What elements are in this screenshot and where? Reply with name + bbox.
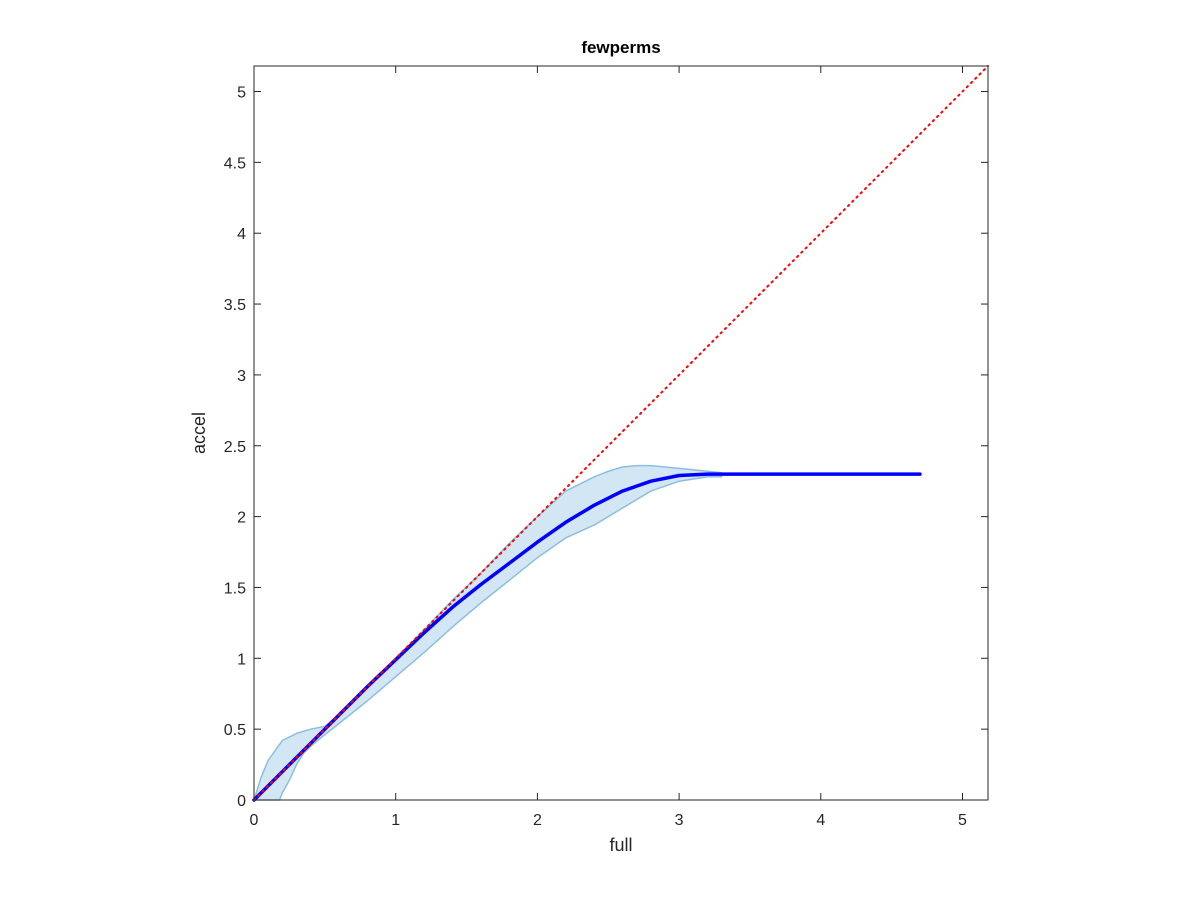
y-tick-label: 0.5 — [224, 722, 246, 739]
chart-title: fewperms — [581, 38, 660, 57]
x-axis-label: full — [609, 835, 632, 855]
x-tick-label: 2 — [533, 812, 542, 829]
x-tick-labels: 0 1 2 3 4 5 — [250, 812, 967, 829]
y-tick-label: 4.5 — [224, 155, 246, 172]
y-tick-label: 5 — [237, 85, 246, 102]
axes-box — [253, 65, 989, 801]
reference-diagonal-line — [253, 65, 989, 801]
x-tick-label: 1 — [391, 812, 400, 829]
y-tick-label: 3.5 — [224, 297, 246, 314]
y-axis-label: accel — [189, 412, 209, 454]
x-tick-label: 5 — [958, 812, 967, 829]
x-tick-label: 0 — [250, 812, 259, 829]
tick-marks — [253, 66, 988, 801]
y-tick-label: 3 — [237, 368, 246, 385]
x-tick-label: 3 — [675, 812, 684, 829]
y-tick-labels: 0 0.5 1 1.5 2 2.5 3 3.5 4 4.5 5 — [224, 85, 246, 810]
y-tick-label: 4 — [237, 226, 246, 243]
x-tick-label: 4 — [816, 812, 825, 829]
y-tick-label: 1.5 — [224, 580, 246, 597]
plot-area — [252, 65, 989, 802]
y-tick-label: 0 — [237, 793, 246, 810]
y-tick-label: 2 — [237, 510, 246, 527]
y-tick-label: 1 — [237, 651, 246, 668]
y-tick-label: 2.5 — [224, 439, 246, 456]
